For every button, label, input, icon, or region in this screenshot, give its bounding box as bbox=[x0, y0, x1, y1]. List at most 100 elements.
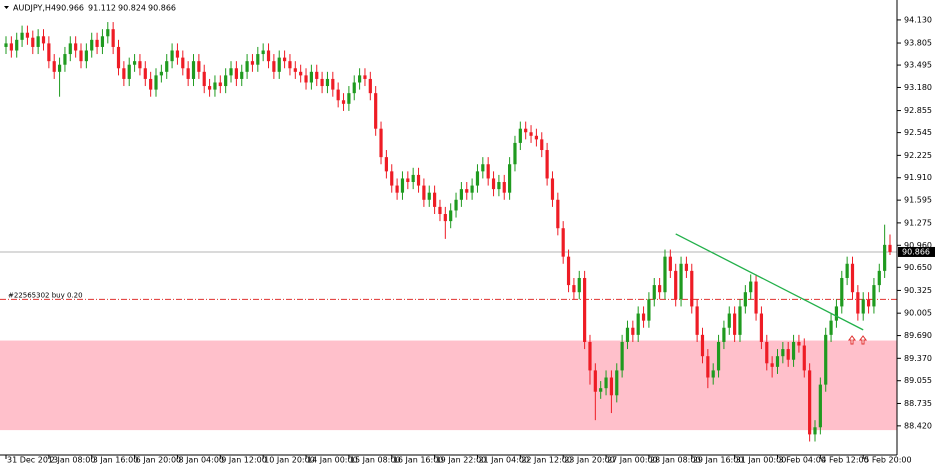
candle-body bbox=[122, 68, 126, 79]
candle-body bbox=[449, 210, 453, 222]
candle-body bbox=[663, 256, 667, 293]
candle-body bbox=[668, 256, 672, 271]
candle-body bbox=[149, 78, 153, 90]
y-tick-label: 94.130 bbox=[904, 15, 932, 24]
candle-body bbox=[625, 327, 630, 342]
candle-body bbox=[609, 377, 614, 396]
candle-body bbox=[245, 61, 249, 72]
x-tick-label: 9 Jan 12:00 bbox=[221, 456, 267, 465]
candle-body bbox=[818, 384, 822, 428]
x-tick-label: 3 Jan 16:00 bbox=[93, 456, 139, 465]
symbol-title: AUDJPY,H4 bbox=[13, 4, 56, 13]
candle-body bbox=[684, 263, 689, 271]
candle-body bbox=[320, 78, 324, 87]
y-tick-label: 91.910 bbox=[904, 173, 932, 182]
candle-body bbox=[652, 285, 656, 300]
candle-body bbox=[309, 71, 313, 83]
candle-body bbox=[599, 388, 603, 392]
candle-body bbox=[443, 214, 447, 222]
candle-body bbox=[556, 199, 560, 229]
candle-body bbox=[36, 36, 40, 47]
candle-body bbox=[738, 306, 742, 335]
y-tick-label: 91.275 bbox=[904, 218, 932, 227]
candle-body bbox=[824, 334, 828, 385]
candle-body bbox=[561, 228, 565, 257]
candle-body bbox=[679, 263, 683, 300]
candle-body bbox=[411, 174, 415, 183]
candle-body bbox=[802, 345, 806, 371]
candle-body bbox=[636, 313, 640, 335]
candle-body bbox=[154, 75, 158, 90]
y-tick-label: 89.690 bbox=[904, 331, 932, 340]
candle-body bbox=[229, 68, 233, 76]
candle-body bbox=[566, 256, 571, 286]
y-tick-label: 90.650 bbox=[904, 263, 932, 272]
candle-body bbox=[207, 86, 212, 90]
candle-body bbox=[57, 64, 62, 72]
header-close: 90.866 bbox=[148, 4, 176, 13]
candle-body bbox=[883, 244, 887, 271]
candle-body bbox=[186, 68, 190, 79]
candle-body bbox=[90, 39, 94, 51]
x-tick-label: 31 Jan 00:00 bbox=[736, 456, 787, 465]
menu-arrow[interactable] bbox=[4, 6, 9, 9]
candle-body bbox=[593, 370, 597, 392]
candle-body bbox=[191, 61, 196, 79]
candle-body bbox=[497, 182, 501, 190]
candle-body bbox=[9, 43, 13, 51]
candle-body bbox=[416, 174, 421, 186]
candle-body bbox=[781, 349, 785, 357]
candle-body bbox=[615, 370, 619, 396]
candle-body bbox=[727, 313, 731, 328]
candle-body bbox=[695, 306, 699, 335]
candle-body bbox=[170, 50, 174, 62]
zone bbox=[0, 340, 897, 431]
candle-body bbox=[331, 78, 335, 90]
candle-body bbox=[454, 199, 458, 211]
plot-layer: #22565302 buy 0.20 bbox=[0, 22, 897, 442]
y-tick-label: 88.735 bbox=[904, 399, 932, 408]
candle-body bbox=[288, 61, 292, 69]
candle-body bbox=[63, 54, 67, 65]
candle-body bbox=[877, 270, 881, 286]
candle-body bbox=[100, 36, 105, 47]
candle-body bbox=[829, 320, 833, 335]
candle-body bbox=[181, 57, 185, 69]
candle-body bbox=[856, 292, 860, 314]
candle-body bbox=[577, 277, 581, 293]
candle-body bbox=[299, 71, 303, 76]
candle-body bbox=[143, 68, 147, 79]
y-tick-label: 88.420 bbox=[904, 421, 932, 430]
candle-body bbox=[202, 71, 206, 87]
candle-body bbox=[282, 57, 287, 62]
y-tick-label: 93.805 bbox=[904, 39, 932, 48]
candle-body bbox=[534, 135, 538, 140]
candle-body bbox=[363, 75, 367, 79]
x-tick-label: 23 Jan 20:00 bbox=[564, 456, 615, 465]
candle-body bbox=[759, 313, 764, 342]
header-low: 90.824 bbox=[118, 4, 146, 13]
candle-body bbox=[604, 377, 608, 389]
candle-body bbox=[427, 192, 431, 200]
candle-body bbox=[234, 68, 238, 79]
candle-body bbox=[459, 189, 463, 200]
candle-body bbox=[25, 32, 30, 38]
header-open: 90.966 bbox=[56, 4, 84, 13]
candle-body bbox=[358, 75, 362, 83]
candle-body bbox=[390, 171, 394, 186]
x-tick-label: 3 Feb 04:00 bbox=[778, 456, 825, 465]
candle-body bbox=[491, 178, 496, 190]
x-tick-label: 4 Feb 12:00 bbox=[821, 456, 868, 465]
candle-body bbox=[834, 306, 839, 321]
candle-body bbox=[240, 71, 244, 79]
candle-body bbox=[845, 263, 849, 278]
candle-body bbox=[111, 29, 115, 47]
candle-body bbox=[256, 54, 260, 65]
candle-body bbox=[888, 244, 892, 252]
candle-body bbox=[722, 327, 726, 342]
candle-body bbox=[588, 341, 592, 371]
x-tick-label: 8 Jan 04:00 bbox=[178, 456, 224, 465]
candle-body bbox=[743, 292, 747, 307]
x-tick-label: 28 Jan 08:00 bbox=[650, 456, 701, 465]
